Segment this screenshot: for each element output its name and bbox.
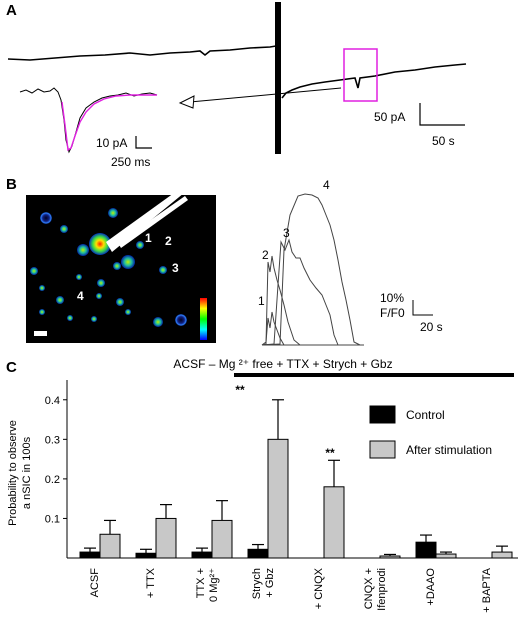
x-category-label: + BAPTA bbox=[481, 567, 493, 612]
bar-control-0 bbox=[79, 551, 101, 559]
panel-b: B bbox=[6, 176, 443, 346]
bar-after-3 bbox=[267, 438, 289, 559]
event-highlight-box bbox=[343, 48, 378, 102]
stimulation-pipette bbox=[106, 193, 184, 252]
trace-amplitude-unit: F/F0 bbox=[380, 306, 405, 320]
x-category-label: 0 Mg²⁺ bbox=[208, 568, 220, 602]
condition-annotation: ACSF – Mg ²⁺ free + TTX + Strych + Gbz bbox=[173, 357, 392, 371]
main-scale-bar bbox=[419, 103, 465, 126]
x-category-label: Strych bbox=[251, 568, 263, 599]
trace-amplitude-scale: 10% bbox=[380, 291, 404, 305]
legend: Control After stimulation bbox=[369, 405, 492, 459]
bar-after-7 bbox=[491, 551, 513, 559]
zoom-arrow-line bbox=[189, 87, 342, 103]
cell-label-4: 4 bbox=[77, 289, 84, 303]
panel-a: A 10 pA 250 ms 50 pA 50 s bbox=[6, 2, 467, 169]
trace-label-2: 2 bbox=[262, 248, 269, 262]
bar-after-4 bbox=[323, 486, 345, 559]
significance-marker-cnqx: ** bbox=[325, 446, 335, 460]
panel-c: C ACSF – Mg ²⁺ free + TTX + Strych + Gbz… bbox=[6, 357, 518, 613]
x-category-label: + CNQX bbox=[313, 567, 325, 609]
intensity-colorbar bbox=[200, 298, 207, 340]
significance-marker-strych: ** bbox=[235, 383, 245, 397]
legend-label-control: Control bbox=[406, 408, 445, 422]
y-tick-label: 0.3 bbox=[45, 434, 60, 446]
x-category-label: Ifenprodi bbox=[376, 568, 388, 611]
recording-trace-left bbox=[7, 45, 277, 61]
trace-label-1: 1 bbox=[258, 294, 265, 308]
y-axis-label-line2: a nSIC in 100s bbox=[21, 436, 33, 509]
condition-annotation-bar bbox=[234, 373, 514, 377]
inset-time-scale: 250 ms bbox=[111, 155, 150, 169]
legend-label-after: After stimulation bbox=[406, 443, 492, 457]
inset-scale-bar bbox=[135, 136, 152, 149]
legend-swatch-after bbox=[369, 440, 396, 459]
panel-letter-b: B bbox=[6, 176, 17, 193]
trace-label-3: 3 bbox=[283, 226, 290, 240]
x-category-label: + TTX bbox=[145, 567, 157, 598]
bar-control-2 bbox=[191, 551, 213, 559]
trace-time-scale: 20 s bbox=[420, 320, 443, 334]
y-tick-label: 0.1 bbox=[45, 513, 60, 525]
x-category-label: ACSF bbox=[89, 568, 101, 598]
fluorescence-trace-3 bbox=[261, 238, 339, 346]
stimulation-artifact bbox=[275, 2, 281, 154]
y-axis-ticks: 0.1 0.2 0.3 0.4 bbox=[45, 395, 67, 525]
x-category-label: +DAAO bbox=[425, 568, 437, 606]
x-category-label: + Gbz bbox=[264, 568, 276, 598]
inset-current-scale: 10 pA bbox=[96, 136, 127, 150]
y-tick-label: 0.4 bbox=[45, 395, 60, 407]
bars bbox=[79, 399, 513, 559]
bar-after-1 bbox=[155, 517, 177, 559]
zoom-arrow-head bbox=[178, 95, 195, 109]
bar-control-3 bbox=[247, 548, 269, 559]
legend-swatch-control bbox=[369, 405, 396, 424]
bar-after-2 bbox=[211, 519, 233, 559]
fluorescence-trace-2 bbox=[261, 255, 301, 346]
cell-label-1: 1 bbox=[145, 231, 152, 245]
bar-after-0 bbox=[99, 533, 121, 559]
trace-scale-bar bbox=[412, 300, 433, 316]
bar-control-1 bbox=[135, 552, 157, 559]
fluorescence-traces bbox=[261, 193, 364, 346]
x-category-label: CNQX + bbox=[363, 568, 375, 609]
x-axis-labels: ACSF + TTX TTX +0 Mg²⁺ Strych + Gbz + CNQX CNQ… bbox=[89, 567, 493, 612]
calcium-image bbox=[26, 193, 216, 343]
main-current-scale: 50 pA bbox=[374, 110, 405, 124]
fluorescence-trace-4 bbox=[261, 193, 361, 346]
y-tick-label: 0.2 bbox=[45, 474, 60, 486]
x-category-label: TTX + bbox=[195, 568, 207, 598]
image-scale-bar bbox=[34, 331, 47, 336]
bar-after-6 bbox=[435, 553, 457, 559]
y-axis-label-line1: Probability to observe bbox=[7, 420, 19, 526]
panel-letter-c: C bbox=[6, 359, 17, 376]
inset-fit-curve bbox=[61, 94, 157, 152]
fluorescence-trace-1 bbox=[261, 311, 300, 346]
cell-label-2: 2 bbox=[165, 234, 172, 248]
panel-letter-a: A bbox=[6, 2, 17, 19]
cell-label-3: 3 bbox=[172, 261, 179, 275]
main-time-scale: 50 s bbox=[432, 134, 455, 148]
trace-label-4: 4 bbox=[323, 178, 330, 192]
bar-control-6 bbox=[415, 541, 437, 559]
recording-trace-right bbox=[281, 63, 467, 99]
